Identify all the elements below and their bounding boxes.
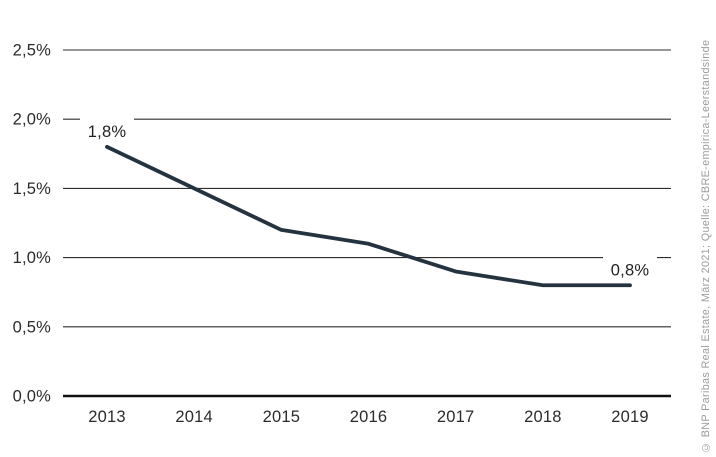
x-tick-label: 2015 xyxy=(263,408,301,426)
data-line xyxy=(105,144,632,288)
x-tick-label: 2018 xyxy=(524,408,562,426)
x-tick-label: 2014 xyxy=(175,408,213,426)
x-tick-label: 2013 xyxy=(88,408,126,426)
point-label-bg xyxy=(603,249,658,280)
point-label: 0,8% xyxy=(611,261,650,279)
y-tick-label: 2,5% xyxy=(13,42,52,60)
x-tick-label: 2016 xyxy=(350,408,388,426)
y-tick-label: 0,5% xyxy=(13,318,52,336)
source-note: © BNP Paribas Real Estate, März 2021; Qu… xyxy=(700,39,712,453)
y-tick-label: 1,0% xyxy=(13,249,52,267)
point-label-bg xyxy=(80,110,134,141)
point-label: 1,8% xyxy=(88,123,127,141)
x-tick-label: 2017 xyxy=(437,408,475,426)
y-tick-label: 0,0% xyxy=(13,388,52,406)
y-tick-label: 2,0% xyxy=(13,111,52,129)
x-tick-label: 2019 xyxy=(611,408,649,426)
y-tick-label: 1,5% xyxy=(13,180,52,198)
